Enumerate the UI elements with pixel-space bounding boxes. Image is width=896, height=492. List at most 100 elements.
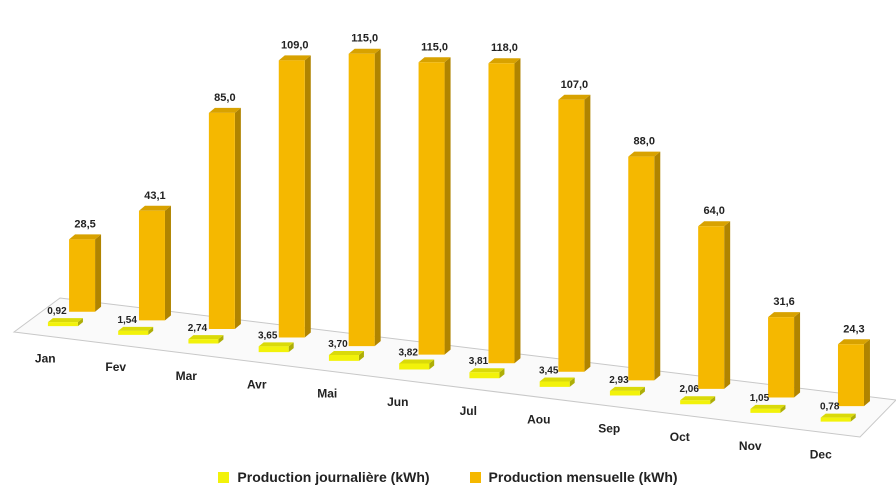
monthly-bar-avr: [279, 55, 311, 337]
daily-bar-top: [750, 405, 785, 409]
daily-value-label: 2,06: [679, 384, 699, 395]
daily-bar-avr: [259, 342, 294, 352]
daily-bar-top: [48, 318, 83, 322]
daily-value-label: 3,65: [258, 330, 278, 341]
daily-bar-jul: [469, 368, 504, 378]
daily-value-label: 3,70: [328, 339, 348, 350]
monthly-bar-front: [838, 344, 864, 406]
monthly-bar-side: [584, 95, 590, 372]
daily-value-label: 1,54: [117, 315, 137, 326]
monthly-bar-front: [349, 54, 375, 346]
monthly-bar-side: [654, 152, 660, 381]
monthly-bar-fev: [139, 206, 171, 321]
legend-label-monthly: Production mensuelle (kWh): [489, 469, 678, 485]
bar-chart: 28,50,92Jan43,11,54Fev85,02,74Mar109,03,…: [0, 0, 896, 466]
monthly-bar-front: [139, 211, 165, 321]
daily-bar-top: [329, 351, 364, 355]
daily-bar-front: [118, 331, 148, 335]
legend-swatch-daily: [218, 472, 229, 483]
monthly-bar-side: [235, 108, 241, 329]
monthly-bar-front: [488, 63, 514, 363]
daily-bar-top: [540, 377, 575, 381]
daily-value-label: 2,74: [188, 323, 208, 334]
monthly-bar-side: [95, 234, 101, 311]
monthly-bar-front: [419, 62, 445, 354]
daily-bar-top: [821, 414, 856, 418]
monthly-bar-front: [698, 226, 724, 389]
monthly-bar-front: [69, 239, 95, 311]
x-tick-label: Sep: [598, 421, 620, 435]
daily-bar-jun: [399, 360, 434, 370]
daily-bar-top: [399, 360, 434, 364]
legend-item-monthly: Production mensuelle (kWh): [470, 469, 678, 485]
legend-item-daily: Production journalière (kWh): [218, 469, 429, 485]
monthly-value-label: 64,0: [703, 205, 724, 217]
x-tick-label: Avr: [247, 378, 267, 392]
daily-bar-front: [188, 339, 218, 343]
daily-bar-nov: [750, 405, 785, 413]
monthly-bar-side: [724, 221, 730, 389]
monthly-bar-front: [279, 60, 305, 337]
daily-value-label: 0,92: [47, 306, 67, 317]
monthly-value-label: 118,0: [491, 42, 518, 54]
monthly-bar-mai: [349, 49, 381, 346]
monthly-bar-side: [305, 55, 311, 337]
daily-bar-front: [469, 372, 499, 378]
x-tick-label: Mai: [317, 386, 337, 400]
monthly-bar-front: [558, 100, 584, 372]
monthly-bar-front: [628, 157, 654, 381]
daily-value-label: 3,45: [539, 365, 559, 376]
daily-bar-sep: [610, 387, 645, 396]
daily-bar-front: [48, 322, 78, 326]
monthly-bar-side: [794, 312, 800, 397]
daily-bar-front: [540, 381, 570, 386]
monthly-value-label: 31,6: [773, 296, 794, 308]
monthly-value-label: 107,0: [561, 79, 589, 91]
x-tick-label: Mar: [176, 369, 198, 383]
x-tick-label: Dec: [810, 448, 832, 462]
daily-bar-front: [750, 409, 780, 413]
chart-legend: Production journalière (kWh) Production …: [0, 466, 896, 488]
daily-bar-front: [680, 400, 710, 404]
monthly-bar-front: [768, 317, 794, 397]
x-tick-label: Fev: [105, 360, 126, 374]
x-tick-label: Aou: [527, 413, 550, 427]
monthly-bar-side: [864, 339, 870, 406]
daily-bar-front: [399, 364, 429, 370]
monthly-bar-nov: [768, 312, 800, 397]
daily-bar-top: [680, 396, 715, 400]
monthly-bar-side: [445, 57, 451, 354]
daily-bar-fev: [118, 327, 153, 335]
daily-bar-top: [118, 327, 153, 331]
monthly-value-label: 109,0: [281, 39, 309, 51]
daily-value-label: 2,93: [609, 375, 629, 386]
monthly-bar-side: [165, 206, 171, 321]
daily-bar-top: [188, 335, 223, 339]
daily-value-label: 0,78: [820, 402, 840, 413]
x-tick-label: Oct: [670, 430, 690, 444]
legend-swatch-monthly: [470, 472, 481, 483]
daily-bar-front: [610, 391, 640, 396]
monthly-bar-jun: [419, 57, 451, 354]
daily-bar-top: [259, 342, 294, 346]
daily-value-label: 3,82: [398, 348, 418, 359]
monthly-value-label: 115,0: [351, 33, 378, 45]
monthly-value-label: 88,0: [634, 136, 655, 148]
daily-value-label: 1,05: [750, 393, 770, 404]
x-tick-label: Nov: [739, 439, 762, 453]
monthly-bar-mar: [209, 108, 241, 329]
daily-bar-front: [329, 355, 359, 361]
daily-bar-oct: [680, 396, 715, 404]
x-tick-label: Jan: [35, 351, 56, 365]
daily-value-label: 3,81: [469, 356, 489, 367]
monthly-bar-jul: [488, 58, 520, 363]
daily-bar-dec: [821, 414, 856, 422]
monthly-bar-front: [209, 113, 235, 329]
daily-bar-front: [821, 418, 851, 422]
daily-bar-top: [469, 368, 504, 372]
daily-bar-jan: [48, 318, 83, 326]
daily-bar-mar: [188, 335, 223, 343]
monthly-bar-oct: [698, 221, 730, 389]
monthly-bar-side: [375, 49, 381, 346]
daily-bar-aou: [540, 377, 575, 386]
